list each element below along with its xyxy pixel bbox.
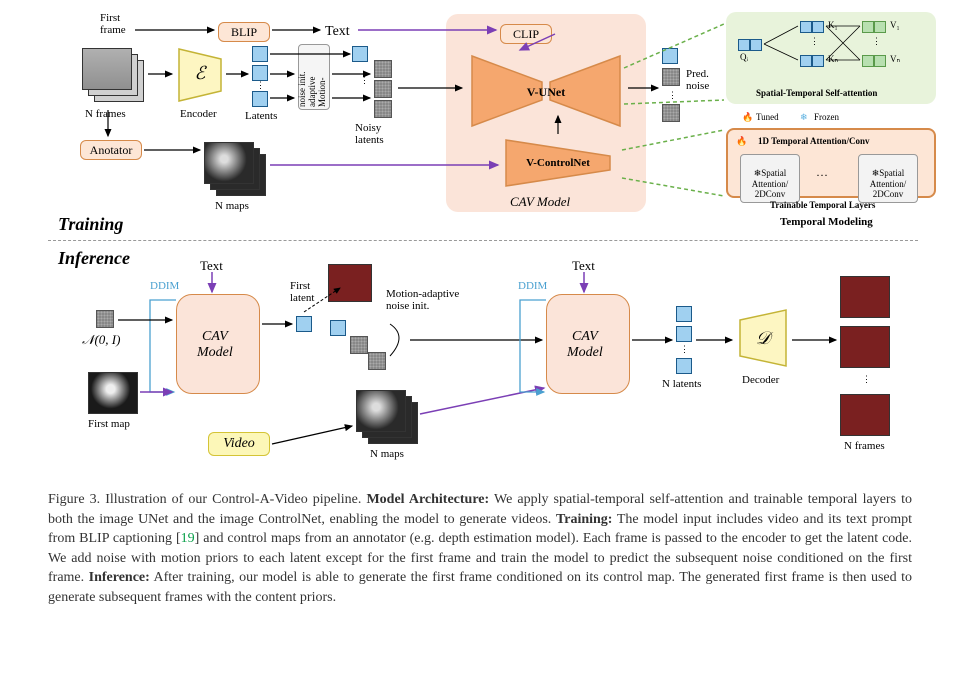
latent-3: [252, 91, 268, 107]
layer-title: 1D Temporal Attention/Conv: [758, 136, 870, 146]
noisy-label: Noisy latents: [355, 122, 384, 146]
inf-depth-1: [356, 390, 406, 432]
inf-nlatent-3: [676, 358, 692, 374]
frozen-label: Frozen: [814, 112, 839, 122]
inf-stack-lat: [330, 320, 346, 336]
spatial-box-1: ❄Spatial Attention/ 2DConv: [740, 154, 800, 203]
inference-text-2: Text: [572, 258, 595, 274]
inf-noise: [96, 310, 114, 328]
tuned-icon: 🔥: [742, 112, 753, 123]
latent-1: [252, 46, 268, 62]
noisy-latent-1: [352, 46, 368, 62]
fire-inner: 🔥: [736, 136, 747, 147]
inf-n-frames-label: N frames: [844, 440, 885, 452]
q-label: Qᵢ: [740, 52, 748, 62]
annotator-box: Anotator: [80, 140, 142, 160]
cav-model-label: CAV Model: [510, 194, 570, 210]
trainable-box: 🔥 1D Temporal Attention/Conv ❄Spatial At…: [726, 128, 936, 198]
pred-noise-label: Pred. noise: [686, 68, 709, 92]
kv-dots-1: ⋮: [810, 36, 819, 47]
pred-dots: ⋮: [668, 90, 677, 101]
text-label-training: Text: [325, 24, 350, 40]
noisy-3: [374, 100, 392, 118]
inference-section-label: Inference: [58, 248, 130, 269]
kv-dots-2: ⋮: [872, 36, 881, 47]
encoder-label: Encoder: [180, 108, 217, 120]
training-frame-1: [82, 48, 132, 90]
ddim-1: DDIM: [150, 280, 179, 292]
inf-first-map: [88, 372, 138, 414]
noise-dist-label: 𝒩(0, I): [82, 332, 120, 348]
inf-nlatent-1: [676, 306, 692, 322]
kn-block: [800, 54, 824, 72]
training-section-label: Training: [58, 214, 123, 235]
blip-box: BLIP: [218, 22, 270, 42]
inf-n-maps-label: N maps: [370, 448, 404, 460]
n-frames-label: N frames: [85, 108, 126, 120]
inf-result-1: [840, 276, 890, 318]
clip-box: CLIP: [500, 24, 552, 44]
vunet-hourglass: V-UNet: [468, 52, 624, 130]
latents-label: Latents: [245, 110, 277, 122]
vn-label: Vₙ: [890, 54, 900, 65]
inf-first-latent: [296, 316, 312, 332]
inf-result-3: [840, 394, 890, 436]
cav-model-inf-1: CAV Model: [176, 294, 260, 394]
latent-2: [252, 65, 268, 81]
inf-nlatent-dots: ⋮: [680, 344, 689, 355]
frozen-icon: ❄: [800, 112, 808, 123]
motion-label-inf: Motion-adaptive noise init.: [386, 288, 459, 312]
ref-link[interactable]: 19: [181, 531, 195, 546]
inf-nlatent-2: [676, 326, 692, 342]
decoder-trapezoid: 𝒟: [736, 306, 790, 370]
sta-title: Spatial-Temporal Self-attention: [756, 88, 877, 98]
pred-noise-1: [662, 68, 680, 86]
vcontrolnet-half: V-ControlNet: [502, 136, 622, 190]
cav-model-inf-2: CAV Model: [546, 294, 630, 394]
first-map-label: First map: [88, 418, 130, 430]
section-divider: [48, 240, 918, 241]
noisy-1: [374, 60, 392, 78]
svg-text:V-ControlNet: V-ControlNet: [526, 157, 590, 169]
spatial-dots: ···: [816, 168, 828, 183]
pred-latent: [662, 48, 678, 64]
temporal-title: Temporal Modeling: [780, 216, 873, 228]
decoder-label: Decoder: [742, 374, 779, 386]
kn-label: Kₙ: [828, 54, 838, 65]
vn-block: [862, 54, 886, 72]
n-maps-label: N maps: [215, 200, 249, 212]
noisy-dots: ⋮: [360, 75, 369, 86]
cav-model-inf-1-text: CAV Model: [197, 329, 233, 361]
ddim-2: DDIM: [518, 280, 547, 292]
latent-dots: ⋮: [256, 80, 265, 91]
noise-init-text: Motion-adaptive noise init.: [303, 49, 327, 107]
inf-stack-n1: [350, 336, 368, 354]
cav-model-inf-2-text: CAV Model: [567, 329, 603, 361]
pred-noise-2: [662, 104, 680, 122]
inference-text-1: Text: [200, 258, 223, 274]
depth-1: [204, 142, 254, 184]
inf-stack-n2: [368, 352, 386, 370]
k1-label: K₁: [828, 20, 838, 30]
inf-result-2: [840, 326, 890, 368]
video-box: Video: [208, 432, 270, 456]
v1-label: V₁: [890, 20, 900, 30]
first-latent-label: First latent: [290, 280, 314, 304]
figure-number: Figure 3.: [48, 492, 100, 507]
tuned-label: Tuned: [756, 112, 779, 122]
figure-caption: Figure 3. Illustration of our Control-A-…: [48, 490, 912, 608]
inf-result-dots: ⋮: [862, 374, 871, 385]
first-frame-label: First frame: [100, 12, 126, 36]
encoder-trapezoid: ℰ: [175, 45, 225, 105]
svg-text:V-UNet: V-UNet: [527, 85, 565, 99]
noise-init-box: Motion-adaptive noise init.: [298, 44, 330, 110]
noisy-2: [374, 80, 392, 98]
n-latents-label: N latents: [662, 378, 701, 390]
spatial-box-2: ❄Spatial Attention/ 2DConv: [858, 154, 918, 203]
inf-first-frame-result: [328, 264, 372, 302]
trainable-label: Trainable Temporal Layers: [770, 200, 875, 210]
